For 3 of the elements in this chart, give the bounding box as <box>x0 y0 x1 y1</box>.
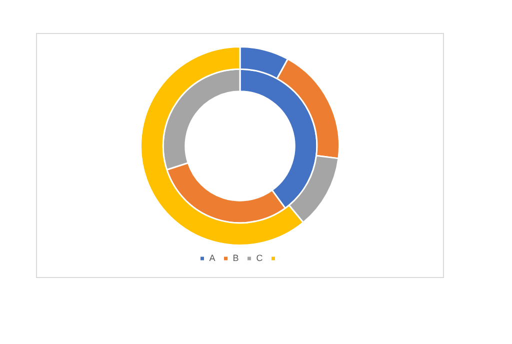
legend-label: A <box>209 252 216 263</box>
legend-label: B <box>232 252 239 263</box>
legend-label: C <box>256 252 264 263</box>
